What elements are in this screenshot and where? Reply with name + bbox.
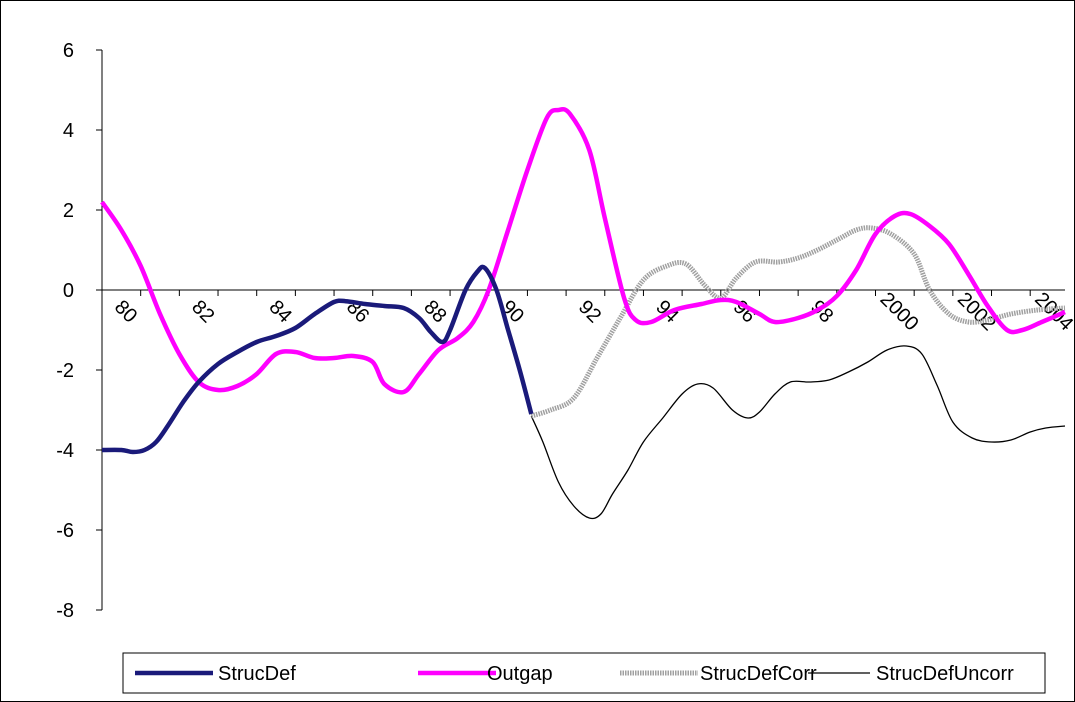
y-tick-label: 6: [63, 40, 74, 62]
y-axis-ticks: -8 -6 -4 -2 0 2 4 6: [56, 40, 102, 622]
legend-label-strucdefuncorr: StrucDefUncorr: [876, 663, 1014, 685]
series-line-outgap: [100, 106, 1066, 395]
legend-label-strucdef: StrucDef: [218, 663, 296, 685]
legend-label-outgap: Outgap: [487, 663, 553, 685]
legend-box: [122, 652, 1046, 694]
legend-label-strucdefcorr: StrucDefCorr: [700, 663, 817, 685]
series-layer: [100, 106, 1066, 520]
y-tick-label: 0: [63, 280, 74, 302]
series-line-strucdef: [101, 264, 534, 455]
y-tick-label: 2: [63, 200, 74, 222]
y-tick-label: -4: [56, 440, 74, 462]
legend: StrucDef Outgap StrucDefCorr StrucDefUncorr: [122, 652, 1046, 694]
y-tick-label: -6: [56, 520, 74, 542]
y-tick-label: 4: [63, 120, 74, 142]
series-line-strucdefuncorr: [530, 345, 1066, 520]
y-tick-label: -8: [56, 600, 74, 622]
y-tick-label: -2: [56, 360, 74, 382]
